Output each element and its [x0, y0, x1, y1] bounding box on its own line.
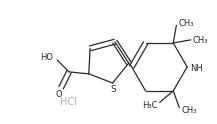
Text: HCl: HCl [60, 97, 77, 107]
Text: HO: HO [40, 53, 53, 62]
Text: H₃C: H₃C [142, 101, 158, 110]
Text: S: S [111, 85, 117, 94]
Text: CH₃: CH₃ [179, 19, 194, 28]
Text: O: O [56, 90, 62, 99]
Text: NH: NH [191, 64, 203, 73]
Text: CH₃: CH₃ [193, 36, 209, 45]
Text: CH₃: CH₃ [181, 106, 197, 115]
